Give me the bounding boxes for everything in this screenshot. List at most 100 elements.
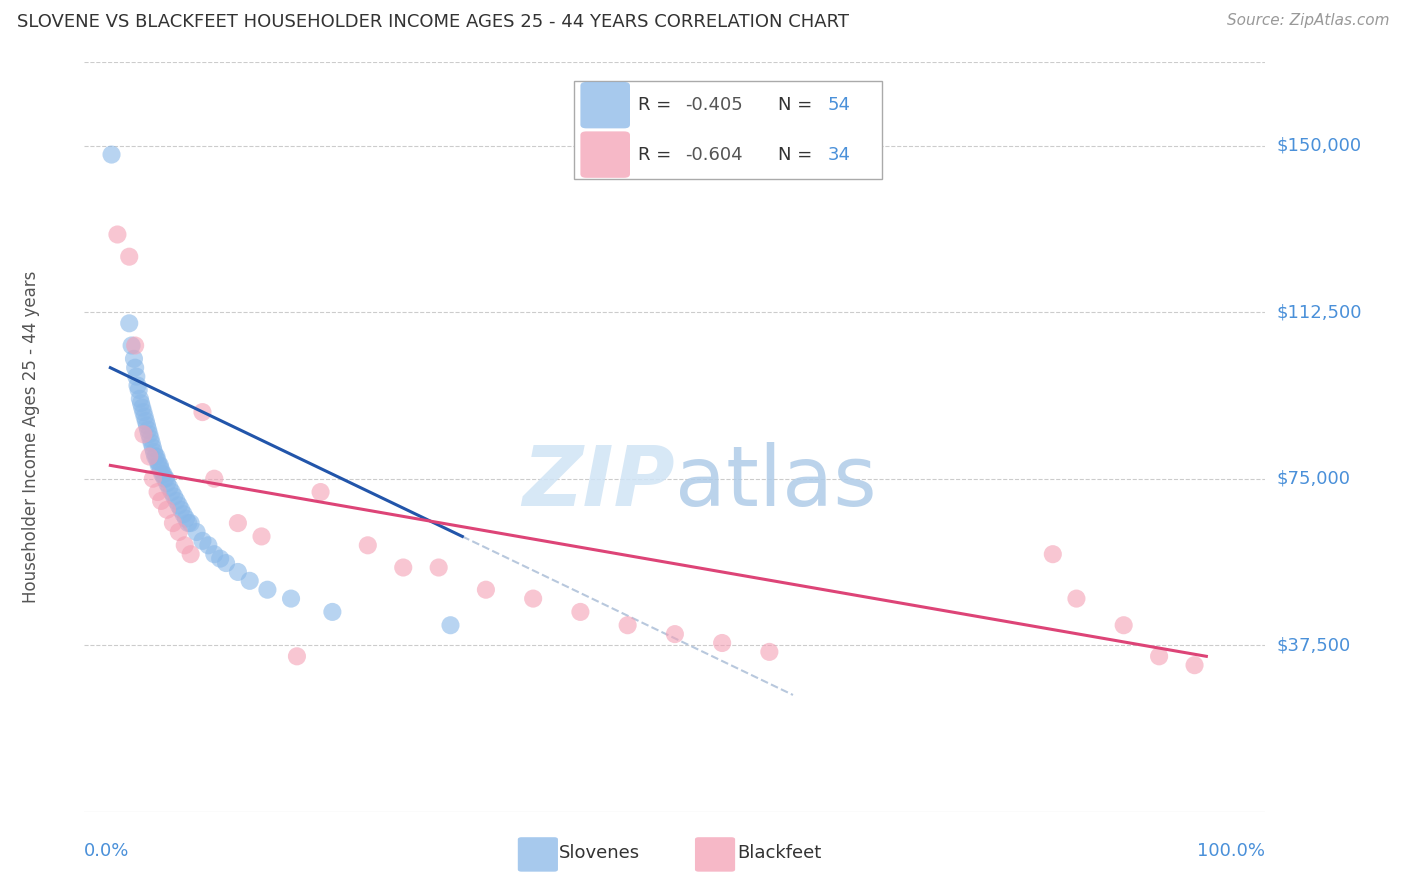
Point	[197, 538, 219, 552]
Text: Householder Income Ages 25 - 44 years: Householder Income Ages 25 - 44 years	[22, 271, 41, 603]
Point	[392, 560, 415, 574]
Point	[100, 147, 122, 161]
Point	[131, 401, 153, 415]
Text: Blackfeet: Blackfeet	[738, 844, 821, 862]
Point	[142, 472, 165, 486]
Point	[167, 499, 190, 513]
FancyBboxPatch shape	[517, 838, 558, 871]
Point	[132, 427, 155, 442]
Text: $37,500: $37,500	[1277, 636, 1351, 654]
Point	[177, 516, 200, 530]
Text: Slovenes: Slovenes	[560, 844, 640, 862]
Point	[118, 316, 141, 330]
Point	[146, 485, 169, 500]
Point	[163, 490, 186, 504]
Point	[132, 405, 155, 419]
Point	[711, 636, 734, 650]
Point	[1147, 649, 1170, 664]
Point	[758, 645, 780, 659]
Point	[128, 383, 150, 397]
Point	[107, 227, 129, 242]
Point	[256, 582, 278, 597]
Text: SLOVENE VS BLACKFEET HOUSEHOLDER INCOME AGES 25 - 44 YEARS CORRELATION CHART: SLOVENE VS BLACKFEET HOUSEHOLDER INCOME …	[17, 13, 849, 31]
Point	[522, 591, 544, 606]
FancyBboxPatch shape	[581, 82, 630, 128]
Point	[143, 450, 166, 464]
Point	[128, 392, 150, 406]
Point	[173, 507, 195, 521]
Point	[280, 591, 302, 606]
Point	[309, 485, 332, 500]
Text: 100.0%: 100.0%	[1198, 842, 1265, 860]
Point	[427, 560, 450, 574]
Point	[166, 494, 188, 508]
Point	[118, 250, 141, 264]
Point	[209, 551, 232, 566]
Point	[150, 494, 173, 508]
Text: 0.0%: 0.0%	[84, 842, 129, 860]
Point	[1184, 658, 1206, 673]
Point	[170, 503, 193, 517]
Point	[202, 547, 225, 561]
Point	[160, 485, 183, 500]
Point	[145, 450, 167, 464]
Point	[239, 574, 262, 588]
Text: 54: 54	[827, 96, 851, 114]
Text: N =: N =	[778, 145, 818, 163]
Point	[174, 511, 197, 525]
Point	[139, 432, 162, 446]
Point	[569, 605, 592, 619]
Point	[215, 556, 238, 570]
Point	[150, 463, 173, 477]
Text: R =: R =	[638, 145, 678, 163]
Point	[475, 582, 498, 597]
Point	[122, 351, 145, 366]
Point	[138, 450, 160, 464]
Point	[321, 605, 343, 619]
Point	[138, 427, 160, 442]
Point	[167, 524, 190, 539]
Point	[149, 458, 172, 473]
Point	[226, 516, 249, 530]
Text: Source: ZipAtlas.com: Source: ZipAtlas.com	[1226, 13, 1389, 29]
Point	[180, 516, 202, 530]
Point	[186, 524, 208, 539]
Text: atlas: atlas	[675, 442, 876, 523]
Point	[142, 441, 165, 455]
Point	[127, 378, 149, 392]
Point	[141, 436, 163, 450]
Point	[1042, 547, 1064, 561]
Text: R =: R =	[638, 96, 678, 114]
Text: $75,000: $75,000	[1277, 470, 1351, 488]
Point	[136, 423, 159, 437]
Point	[226, 565, 249, 579]
FancyBboxPatch shape	[695, 838, 735, 871]
Point	[135, 414, 157, 428]
Point	[616, 618, 638, 632]
Text: N =: N =	[778, 96, 818, 114]
Point	[152, 467, 174, 482]
Point	[157, 481, 180, 495]
Point	[153, 472, 176, 486]
Point	[136, 418, 159, 433]
Point	[134, 409, 156, 424]
Point	[155, 472, 177, 486]
Point	[173, 538, 195, 552]
Text: $112,500: $112,500	[1277, 303, 1362, 321]
Point	[664, 627, 686, 641]
FancyBboxPatch shape	[575, 81, 882, 178]
Text: 34: 34	[827, 145, 851, 163]
Point	[162, 516, 184, 530]
Point	[124, 360, 146, 375]
Point	[146, 454, 169, 468]
Point	[202, 472, 225, 486]
Point	[250, 529, 273, 543]
Point	[191, 533, 214, 548]
Point	[156, 476, 179, 491]
Text: $150,000: $150,000	[1277, 136, 1361, 154]
Point	[143, 445, 166, 459]
Point	[125, 369, 148, 384]
Point	[1112, 618, 1135, 632]
Point	[156, 503, 179, 517]
Point	[148, 458, 170, 473]
